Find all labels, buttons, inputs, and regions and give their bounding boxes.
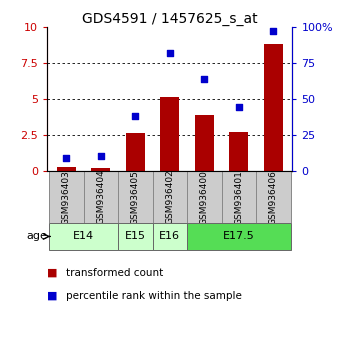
Bar <box>49 171 83 223</box>
Bar <box>222 171 256 223</box>
Bar <box>256 171 291 223</box>
Bar <box>264 44 283 171</box>
Bar <box>152 171 187 223</box>
Bar <box>91 168 110 171</box>
Point <box>236 104 242 110</box>
Bar <box>57 166 76 171</box>
Bar <box>195 115 214 171</box>
Text: percentile rank within the sample: percentile rank within the sample <box>66 291 242 301</box>
Bar <box>126 133 145 171</box>
Bar <box>118 171 152 223</box>
Point <box>167 50 173 55</box>
Bar <box>83 171 118 223</box>
Text: GSM936406: GSM936406 <box>269 170 278 224</box>
Text: ■: ■ <box>47 291 58 301</box>
Point <box>98 154 103 159</box>
Bar <box>160 97 179 171</box>
Bar <box>187 223 291 250</box>
Text: GSM936405: GSM936405 <box>131 170 140 224</box>
Bar <box>49 223 118 250</box>
Bar <box>230 132 248 171</box>
Title: GDS4591 / 1457625_s_at: GDS4591 / 1457625_s_at <box>82 12 258 25</box>
Text: E15: E15 <box>125 232 146 241</box>
Text: GSM936402: GSM936402 <box>165 170 174 224</box>
Bar <box>187 171 222 223</box>
Point <box>64 155 69 161</box>
Point <box>271 28 276 34</box>
Text: GSM936401: GSM936401 <box>234 170 243 224</box>
Text: transformed count: transformed count <box>66 268 163 278</box>
Text: GSM936400: GSM936400 <box>200 170 209 224</box>
Bar <box>118 223 152 250</box>
Bar <box>152 223 187 250</box>
Text: E16: E16 <box>159 232 180 241</box>
Text: ■: ■ <box>47 268 58 278</box>
Text: age: age <box>26 232 47 241</box>
Text: E17.5: E17.5 <box>223 232 255 241</box>
Text: E14: E14 <box>73 232 94 241</box>
Point <box>202 76 207 81</box>
Text: GSM936404: GSM936404 <box>96 170 105 224</box>
Text: GSM936403: GSM936403 <box>62 170 71 224</box>
Point <box>132 113 138 119</box>
